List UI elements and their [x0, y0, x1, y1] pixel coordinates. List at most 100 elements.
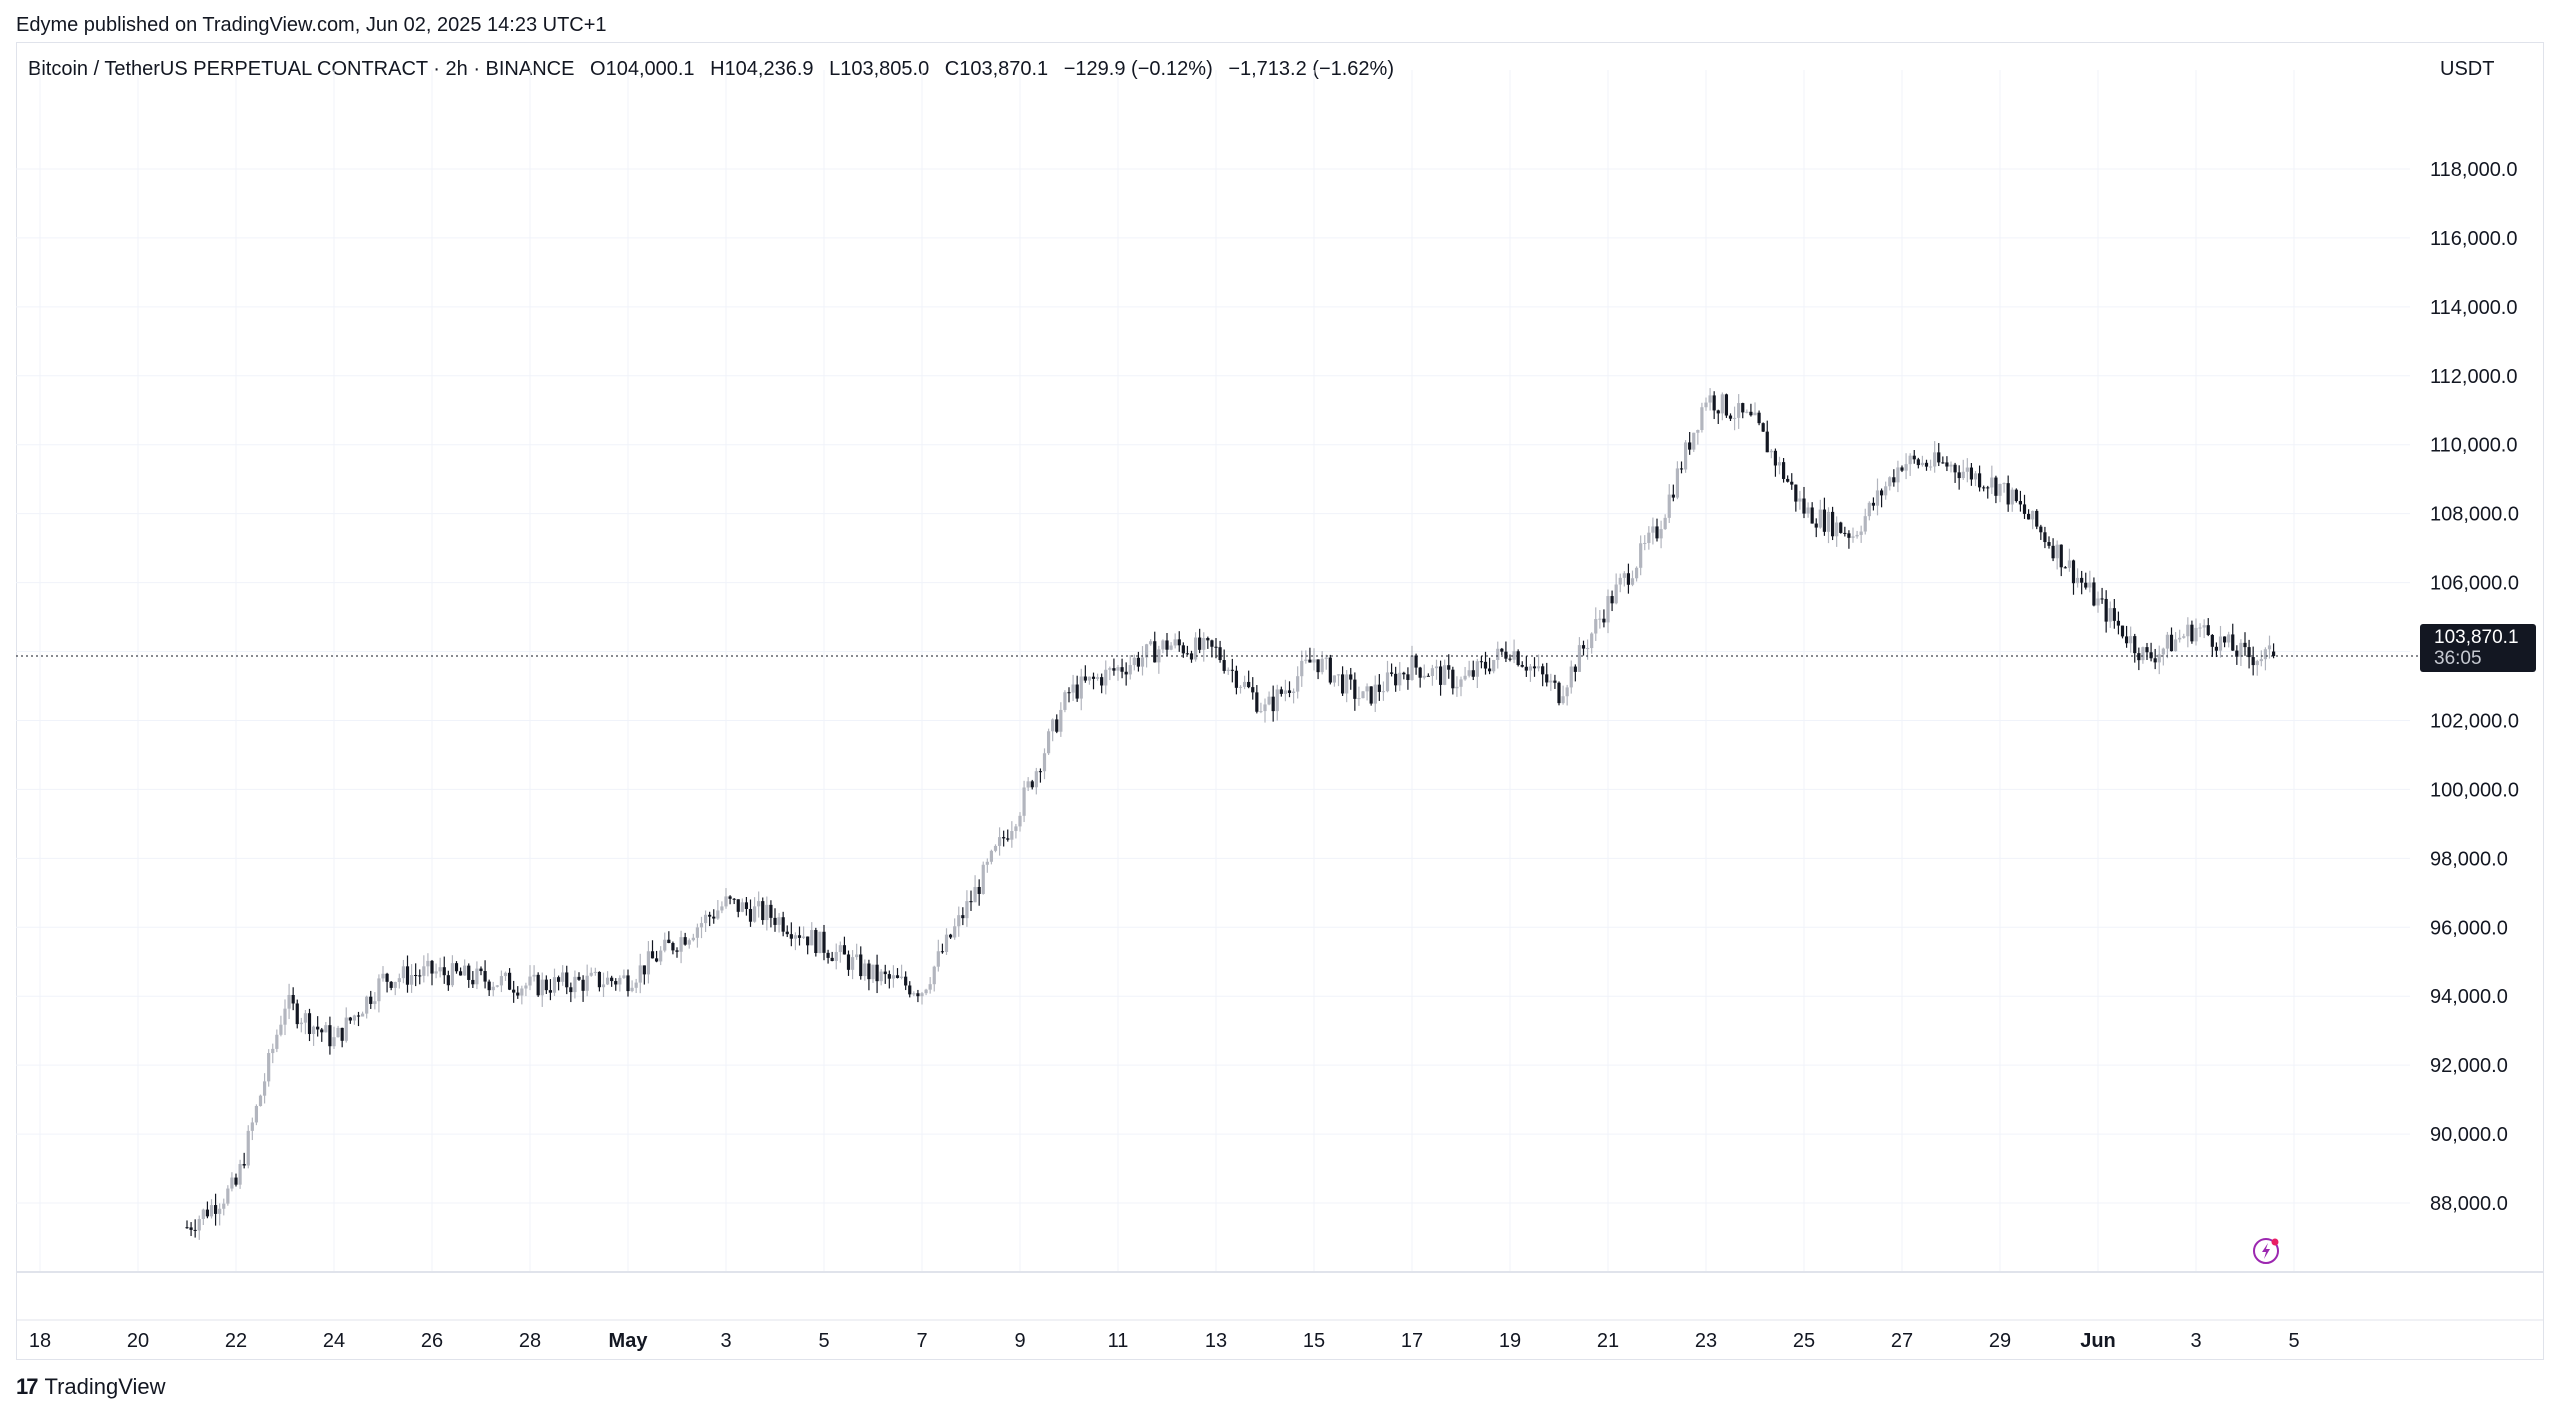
candle-body: [1606, 596, 1610, 623]
candle-body: [1063, 692, 1067, 710]
currency-label[interactable]: USDT: [2440, 58, 2495, 80]
x-tick-label: 17: [1401, 1330, 1423, 1352]
candle-body: [1496, 648, 1500, 661]
candle-body: [2137, 653, 2141, 661]
candle-body: [205, 1209, 210, 1217]
candle-body: [891, 975, 896, 979]
candle-body: [1557, 682, 1561, 704]
candle-body: [1026, 781, 1030, 788]
candle-body: [332, 1037, 336, 1047]
candle-body: [1720, 394, 1724, 414]
candle-body: [675, 950, 679, 952]
x-tick-label: 28: [519, 1330, 541, 1352]
candle-body: [1745, 411, 1749, 413]
candle-body: [1581, 645, 1586, 649]
candle-body: [434, 971, 438, 974]
candle-body: [757, 901, 761, 907]
candle-body: [1357, 698, 1361, 700]
candle-body: [356, 1015, 361, 1017]
candle-body: [2108, 608, 2112, 622]
candle-body: [1316, 659, 1320, 673]
candle-body: [1157, 649, 1161, 663]
candle-body: [1120, 667, 1124, 672]
candle-body: [1046, 731, 1051, 754]
candle-body: [1222, 660, 1226, 671]
symbol-name[interactable]: Bitcoin / TetherUS PERPETUAL CONTRACT · …: [28, 58, 575, 80]
candle-body: [405, 966, 410, 985]
candle-body: [2263, 649, 2268, 660]
candle-body: [1541, 666, 1545, 675]
candle-body: [1553, 680, 1557, 683]
candle-body: [1728, 415, 1733, 419]
candle-body: [1859, 531, 1863, 535]
candle-body: [336, 1027, 340, 1038]
candle-body: [1304, 659, 1308, 661]
candle-body: [218, 1208, 222, 1214]
candle-body: [1463, 675, 1467, 680]
candle-body: [328, 1025, 332, 1047]
candle-body: [1851, 536, 1855, 538]
candle-body: [2149, 652, 2153, 659]
x-tick-label: 3: [720, 1330, 731, 1352]
candle-body: [381, 973, 385, 979]
candle-body: [1251, 687, 1255, 693]
candle-body: [708, 914, 712, 917]
candle-body: [1708, 395, 1712, 403]
candle-body: [377, 978, 381, 1002]
candle-body: [2124, 636, 2129, 644]
candle-body: [1483, 661, 1488, 669]
candle-body: [1124, 671, 1128, 675]
candle-body: [1014, 826, 1018, 831]
candle-body: [1679, 468, 1684, 470]
candle-body: [650, 951, 655, 959]
candle-body: [1291, 691, 1296, 693]
candle-body: [487, 981, 491, 991]
candle-body: [1973, 473, 1978, 480]
candle-body: [409, 975, 414, 985]
candle-body: [1055, 719, 1059, 732]
candle-body: [1994, 477, 1998, 496]
candle-body: [569, 987, 573, 993]
candle-body: [561, 972, 565, 982]
candle-body: [1516, 651, 1520, 666]
candle-body: [777, 917, 781, 925]
candle-body: [246, 1130, 250, 1166]
candle-body: [226, 1188, 230, 1204]
candle-body: [724, 896, 728, 907]
candle-body: [1577, 645, 1582, 672]
candle-body: [271, 1048, 275, 1054]
candle-body: [948, 934, 953, 938]
candle-body: [1414, 655, 1418, 668]
candle-body: [2031, 510, 2035, 520]
candle-body: [1965, 467, 1969, 472]
candle-body: [1255, 692, 1259, 712]
candle-body: [287, 994, 291, 1009]
candle-body: [1626, 573, 1631, 585]
candle-body: [1185, 653, 1190, 655]
candle-body: [2043, 532, 2047, 543]
candle-body: [830, 957, 834, 961]
candle-body: [2129, 636, 2133, 644]
tradingview-logo[interactable]: 17 TradingView: [16, 1374, 166, 1400]
x-tick-label: 26: [421, 1330, 443, 1352]
candle-body: [736, 899, 740, 912]
candle-body: [573, 976, 577, 993]
candle-body: [2145, 647, 2149, 653]
candle-body: [904, 976, 908, 986]
candle-body: [822, 931, 826, 953]
candle-body: [797, 935, 802, 938]
candle-body: [512, 989, 516, 993]
candle-body: [503, 972, 508, 977]
candle-body: [1957, 472, 1961, 479]
candle-body: [1455, 686, 1459, 689]
candle-body: [2231, 634, 2235, 651]
lightning-icon[interactable]: [2252, 1236, 2282, 1266]
candle-body: [1283, 690, 1288, 694]
candle-body: [1459, 679, 1463, 687]
candle-body: [2157, 654, 2161, 663]
candle-body: [838, 945, 842, 953]
candle-body: [1422, 675, 1426, 678]
candle-body: [1006, 838, 1010, 840]
candle-body: [1471, 670, 1475, 677]
